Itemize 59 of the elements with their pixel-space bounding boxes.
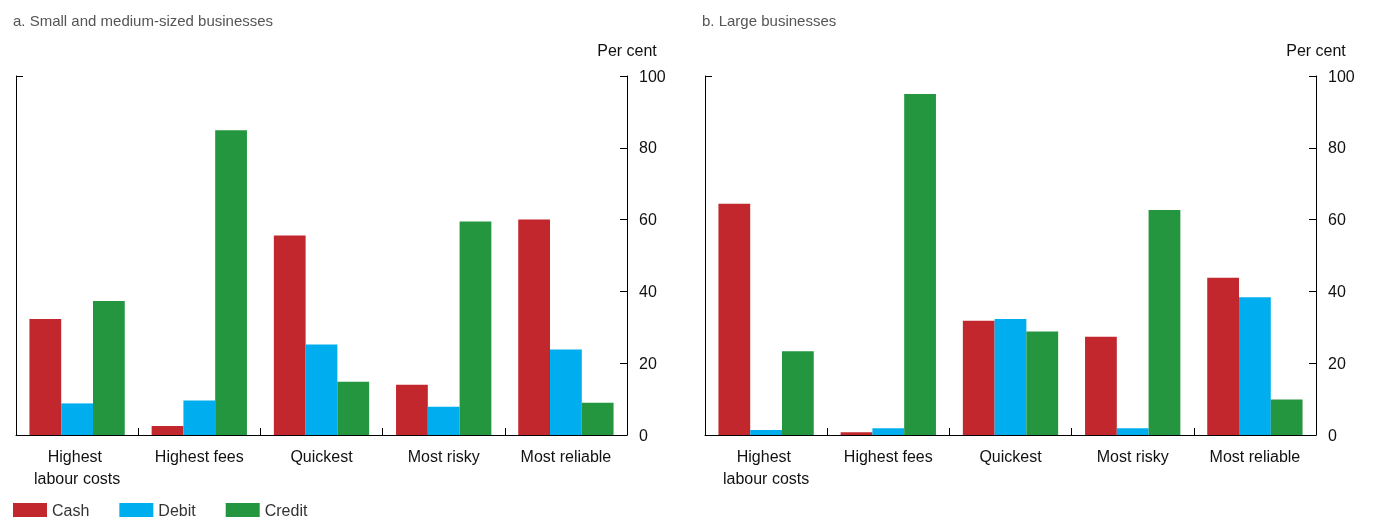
bar bbox=[840, 432, 873, 435]
bar bbox=[459, 221, 492, 435]
bar bbox=[273, 235, 306, 435]
x-tick-label: Highest fees bbox=[154, 447, 244, 465]
y-tick-label: 80 bbox=[639, 139, 657, 157]
bar bbox=[904, 93, 936, 435]
y-tick-label: 100 bbox=[1328, 67, 1355, 85]
bar bbox=[151, 426, 184, 435]
bar bbox=[518, 219, 551, 435]
bar bbox=[1148, 209, 1181, 435]
bar bbox=[550, 349, 582, 435]
bar bbox=[962, 320, 995, 435]
x-tick-label: Highest labour costs bbox=[33, 447, 121, 487]
x-tick-label: Highest labour costs bbox=[722, 447, 810, 487]
bar bbox=[29, 319, 62, 435]
bar bbox=[1239, 297, 1271, 435]
bar bbox=[337, 381, 370, 435]
y-tick-label: 0 bbox=[639, 426, 648, 444]
bar bbox=[1270, 399, 1303, 435]
legend-label: Credit bbox=[264, 501, 308, 519]
x-tick-label: Highest fees bbox=[843, 447, 933, 465]
y-tick-label: 40 bbox=[639, 282, 657, 300]
x-tick-label: Most risky bbox=[1096, 447, 1169, 465]
bar bbox=[781, 351, 814, 435]
bar bbox=[1207, 277, 1240, 435]
bar bbox=[718, 203, 751, 435]
y-tick-label: 100 bbox=[639, 67, 666, 85]
y-tick-label: 60 bbox=[639, 211, 657, 229]
bar bbox=[581, 402, 614, 435]
y-axis-title: Per cent bbox=[597, 41, 658, 59]
bar bbox=[1116, 428, 1149, 435]
y-tick-label: 60 bbox=[1328, 211, 1346, 229]
x-tick-label: Most reliable bbox=[520, 447, 612, 465]
bar bbox=[872, 428, 905, 435]
chart-title: a. Small and medium-sized businesses bbox=[13, 12, 274, 29]
y-tick-label: 20 bbox=[1328, 354, 1346, 372]
bar bbox=[92, 301, 125, 435]
y-tick-label: 40 bbox=[1328, 282, 1346, 300]
x-tick-label: Quickest bbox=[979, 447, 1043, 465]
bar bbox=[215, 130, 247, 435]
legend-label: Cash bbox=[52, 501, 90, 519]
bar bbox=[396, 384, 428, 435]
chart-title: b. Large businesses bbox=[702, 12, 837, 29]
y-tick-label: 80 bbox=[1328, 139, 1346, 157]
bar bbox=[305, 344, 338, 435]
y-tick-label: 0 bbox=[1328, 426, 1337, 444]
x-tick-label: Most reliable bbox=[1209, 447, 1301, 465]
bar bbox=[1026, 331, 1059, 435]
bar bbox=[750, 429, 782, 435]
x-tick-label: Most risky bbox=[407, 447, 480, 465]
bar bbox=[994, 319, 1027, 435]
y-axis-title: Per cent bbox=[1286, 41, 1347, 59]
x-tick-label: Quickest bbox=[290, 447, 354, 465]
y-tick-label: 20 bbox=[639, 354, 657, 372]
bar bbox=[427, 406, 460, 435]
bar bbox=[1085, 336, 1117, 435]
bar bbox=[183, 400, 216, 435]
bar bbox=[61, 403, 93, 435]
legend-label: Debit bbox=[158, 501, 197, 519]
